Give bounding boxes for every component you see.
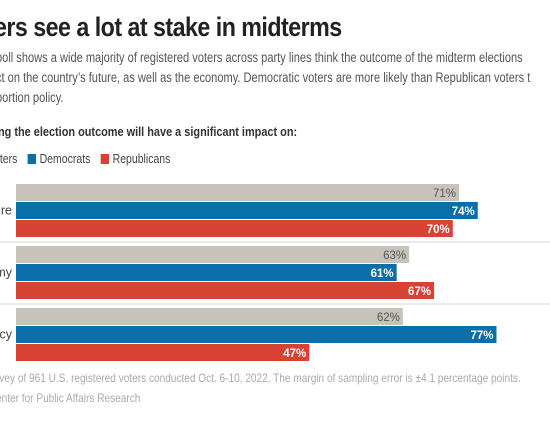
chart-legend: oters Democrats Republicans xyxy=(0,152,178,166)
legend-item-all-voters: oters xyxy=(0,152,17,166)
data-label: 67% xyxy=(408,286,431,298)
category-label: icy xyxy=(0,328,13,342)
legend-item-republicans: Republicans xyxy=(100,152,171,166)
bar xyxy=(16,264,397,281)
chart-source: enter for Public Affairs Research xyxy=(0,391,141,405)
category-label: ure xyxy=(0,204,12,218)
chart-note: rvey of 961 U.S. registered voters condu… xyxy=(0,371,521,385)
bar-chart: ure 71% 74%70% my 63% 61% 67% icy 62% 77% 47% xyxy=(0,184,550,361)
chart-title: ers see a lot at stake in midterms xyxy=(0,12,342,42)
data-label: 74% xyxy=(452,206,475,218)
bar xyxy=(16,326,497,343)
legend-label: Democrats xyxy=(39,152,91,166)
bar xyxy=(16,282,435,299)
chart-subhead: ng the election outcome will have a sign… xyxy=(0,124,298,139)
data-label: 61% xyxy=(371,268,394,280)
bar xyxy=(16,246,410,263)
category-label: my xyxy=(0,266,13,280)
bar xyxy=(16,344,310,361)
data-label: 70% xyxy=(427,224,450,236)
description-line: poll shows a wide majority of registered… xyxy=(0,50,523,65)
data-label: 77% xyxy=(470,330,493,342)
description-line: portion policy. xyxy=(0,90,64,105)
legend-label: oters xyxy=(0,152,18,166)
legend-label: Republicans xyxy=(112,152,171,166)
data-label: 62% xyxy=(377,312,400,324)
data-label: 63% xyxy=(383,250,406,262)
legend-swatch-republicans xyxy=(100,154,110,164)
bar xyxy=(16,202,478,219)
chart-description: poll shows a wide majority of registered… xyxy=(0,48,531,108)
description-line: ct on the country’s future, as well as t… xyxy=(0,70,531,85)
legend-item-democrats: Democrats xyxy=(27,152,91,166)
data-label: 71% xyxy=(433,188,456,200)
bar xyxy=(16,220,453,237)
bar xyxy=(16,184,460,201)
data-label: 47% xyxy=(283,348,306,360)
legend-swatch-democrats xyxy=(27,154,37,164)
bar xyxy=(16,308,403,325)
